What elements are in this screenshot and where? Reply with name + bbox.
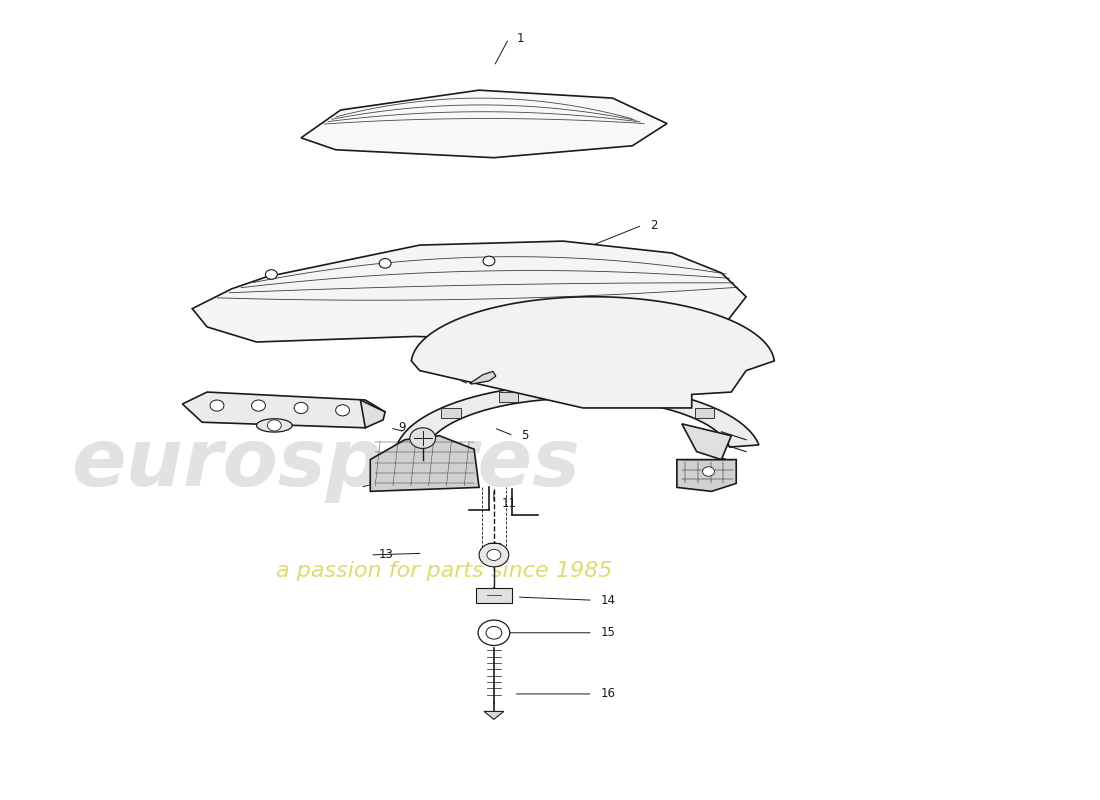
Text: 8: 8	[719, 457, 727, 470]
Polygon shape	[371, 436, 480, 491]
Polygon shape	[411, 297, 774, 408]
Circle shape	[379, 258, 390, 268]
Text: 12: 12	[468, 374, 482, 386]
Text: 9: 9	[398, 422, 406, 434]
Polygon shape	[471, 371, 496, 384]
Bar	[638, 392, 658, 402]
Text: 13: 13	[378, 549, 393, 562]
Text: 7: 7	[368, 481, 376, 494]
Circle shape	[210, 400, 224, 411]
Bar	[498, 392, 518, 402]
Polygon shape	[256, 418, 293, 432]
Circle shape	[252, 400, 265, 411]
Circle shape	[265, 270, 277, 279]
Polygon shape	[676, 459, 736, 491]
Text: eurospares: eurospares	[72, 425, 581, 502]
Polygon shape	[682, 424, 732, 459]
Text: 3: 3	[250, 402, 257, 414]
Circle shape	[480, 543, 508, 567]
Text: 6: 6	[628, 318, 636, 331]
Text: 14: 14	[601, 594, 616, 606]
Text: a passion for parts since 1985: a passion for parts since 1985	[276, 561, 613, 581]
Circle shape	[703, 466, 715, 476]
Bar	[695, 409, 715, 418]
Text: 15: 15	[601, 626, 616, 639]
Circle shape	[336, 405, 350, 416]
Circle shape	[294, 402, 308, 414]
Polygon shape	[192, 241, 746, 344]
Circle shape	[410, 428, 436, 449]
Bar	[568, 386, 587, 396]
Circle shape	[483, 256, 495, 266]
Text: 1: 1	[517, 32, 525, 45]
Circle shape	[486, 626, 502, 639]
Text: 11: 11	[502, 497, 517, 510]
Text: 2: 2	[650, 218, 658, 232]
Text: 10: 10	[729, 426, 745, 438]
Polygon shape	[397, 384, 759, 447]
Polygon shape	[183, 392, 385, 428]
Polygon shape	[361, 400, 385, 428]
Text: 4: 4	[319, 410, 327, 422]
Text: 5: 5	[521, 430, 529, 442]
Polygon shape	[484, 711, 504, 719]
Circle shape	[267, 420, 282, 431]
Bar	[441, 409, 461, 418]
Circle shape	[478, 620, 509, 646]
Circle shape	[487, 550, 500, 561]
Bar	[476, 588, 512, 602]
Polygon shape	[301, 90, 667, 158]
Text: 16: 16	[601, 687, 616, 701]
